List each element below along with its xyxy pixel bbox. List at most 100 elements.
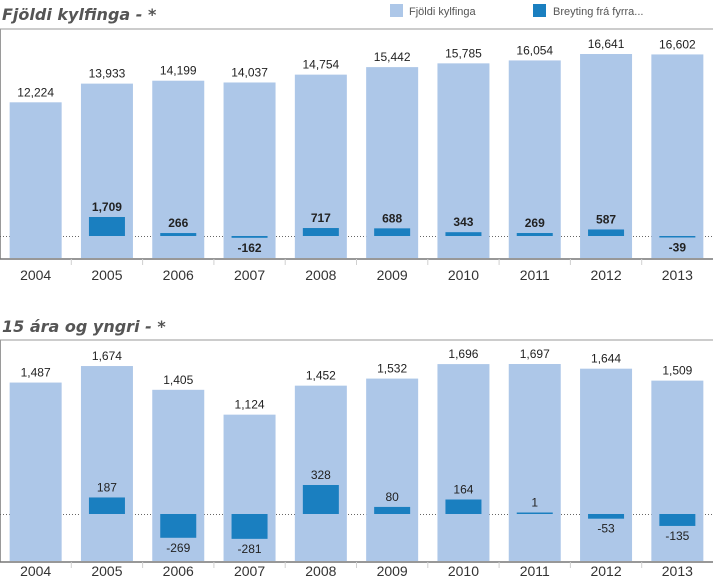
change-value-label: -281 [238,542,262,556]
total-value-label: 14,037 [231,65,268,79]
change-value-label: 688 [382,211,402,225]
year-tick-label: 2006 [163,267,194,283]
total-bar [223,414,276,561]
total-bar [366,67,419,258]
change-value-label: -39 [669,241,687,255]
total-value-label: 16,602 [659,37,696,51]
change-bar [516,233,553,236]
year-tick-label: 2007 [234,563,265,579]
total-value-label: 14,754 [302,58,339,72]
change-bar [374,506,411,514]
year-tick-label: 2006 [163,563,194,579]
chart-title-total-golfers: Fjöldi kylfinga - * [2,5,157,24]
year-tick-label: 2010 [448,563,479,579]
year-tick-label: 2011 [520,267,550,283]
change-value-label: 164 [453,483,473,497]
change-bar [588,229,625,236]
legend: Fjöldi kylfinga Breyting frá fyrra... [390,4,643,18]
total-bar [580,368,633,561]
change-bar [302,228,339,236]
chart-total-golfers: 12,224 2004 13,933 1,709 2005 14,199 266 2006 14… [0,28,713,283]
year-tick-label: 2012 [590,267,621,283]
chart-age-15-under: 1,487 2004 1,674 187 2005 1,405 -269 2006 1,124 -… [0,339,713,579]
total-value-label: 15,442 [374,50,411,64]
total-bar [508,364,561,561]
change-value-label: -269 [166,541,190,555]
total-value-label: 1,452 [306,369,336,383]
year-tick-label: 2008 [305,267,336,283]
year-tick-label: 2009 [377,563,408,579]
total-value-label: 1,674 [92,349,122,363]
year-tick-label: 2013 [662,563,693,579]
total-value-label: 1,124 [235,398,265,412]
total-value-label: 15,785 [445,46,482,60]
total-value-label: 1,487 [21,366,51,380]
change-bar [588,514,625,519]
change-value-label: -135 [665,529,689,543]
change-value-label: 717 [311,211,331,225]
year-tick-label: 2004 [20,267,51,283]
total-bar [651,54,704,258]
change-bar [160,514,197,538]
change-value-label: 587 [596,212,616,226]
total-bar [437,63,490,258]
change-value-label: 1 [531,496,538,510]
change-bar [88,217,125,236]
change-bar [231,514,268,539]
total-bar [152,80,205,259]
change-value-label: 266 [168,216,188,230]
year-tick-label: 2005 [91,563,122,579]
change-value-label: 269 [525,216,545,230]
total-bar [508,60,561,259]
total-value-label: 16,641 [588,37,625,51]
total-bar [366,378,419,561]
year-tick-label: 2004 [20,563,51,579]
year-tick-label: 2010 [448,267,479,283]
change-bar [516,512,553,514]
year-tick-label: 2005 [91,267,122,283]
change-bar [231,236,268,238]
change-bar [659,514,696,526]
total-value-label: 1,405 [163,373,193,387]
change-bar [374,228,411,236]
total-value-label: 12,224 [17,85,54,99]
total-value-label: 16,054 [516,43,553,57]
year-tick-label: 2012 [590,563,621,579]
change-value-label: 1,709 [92,200,122,214]
total-bar [651,380,704,561]
total-bar [580,54,633,258]
total-bar [9,102,62,258]
legend-swatch-change [533,4,546,17]
change-value-label: 80 [385,490,399,504]
year-tick-label: 2013 [662,267,693,283]
change-bar [302,485,339,514]
total-bar [294,385,347,561]
year-tick-label: 2011 [520,563,550,579]
total-value-label: 14,199 [160,64,197,78]
total-bar [437,364,490,561]
change-value-label: 328 [311,468,331,482]
change-bar [659,236,696,238]
total-value-label: 1,509 [662,364,692,378]
total-value-label: 1,644 [591,352,621,366]
change-bar [445,499,482,514]
legend-label-change: Breyting frá fyrra... [553,6,643,18]
change-value-label: 187 [97,480,117,494]
legend-swatch-total [390,4,403,17]
year-tick-label: 2009 [377,267,408,283]
change-value-label: -53 [597,522,615,536]
change-bar [160,233,197,236]
total-bar [294,74,347,259]
total-bar [223,82,276,258]
total-bar [9,382,62,561]
total-bar [80,366,133,561]
total-value-label: 1,697 [520,347,550,361]
total-value-label: 1,696 [448,347,478,361]
chart-title-age-15-under: 15 ára og yngri - * [2,317,166,336]
legend-label-total: Fjöldi kylfinga [409,6,477,18]
total-value-label: 13,933 [89,67,126,81]
change-value-label: 343 [453,215,473,229]
change-bar [88,497,125,514]
